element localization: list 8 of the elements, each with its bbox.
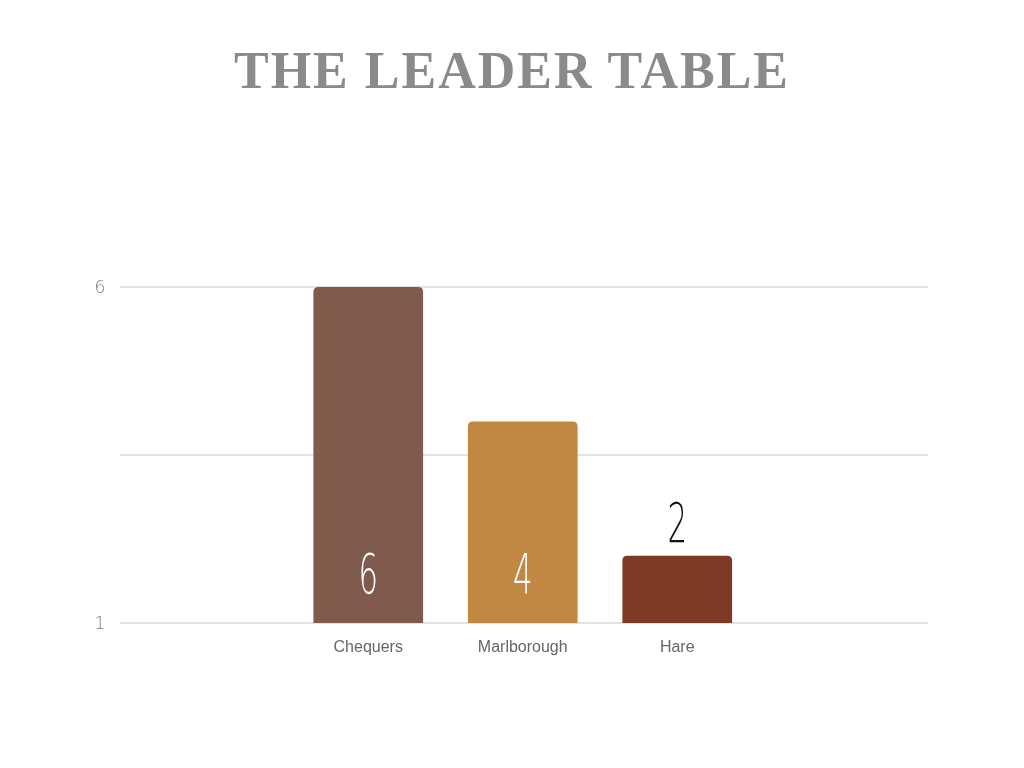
- data-label: 6: [358, 540, 379, 607]
- x-tick-label: Chequers: [333, 638, 403, 655]
- x-tick-label: Hare: [659, 638, 695, 655]
- x-tick-label: Marlborough: [477, 638, 568, 655]
- y-tick-label: 1: [94, 612, 106, 633]
- chart-title: THE LEADER TABLE: [233, 42, 791, 99]
- data-label: 4: [512, 540, 533, 607]
- data-label: 2: [667, 489, 688, 556]
